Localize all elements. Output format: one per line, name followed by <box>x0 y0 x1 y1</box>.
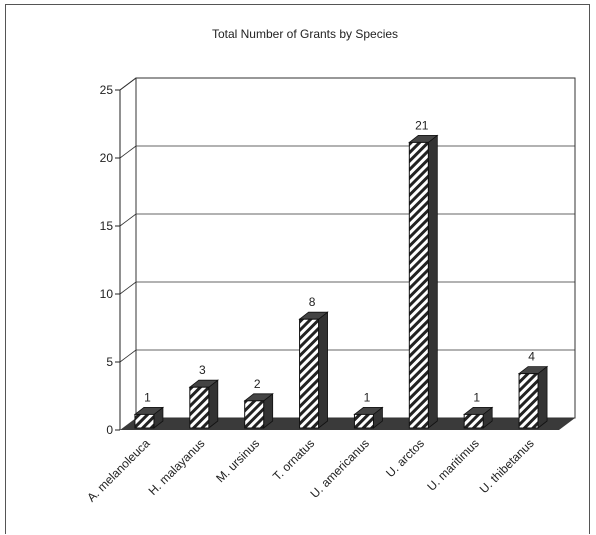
y-tick-label: 25 <box>100 83 114 97</box>
plot-area <box>119 77 576 430</box>
data-label: 3 <box>199 363 206 377</box>
data-label: 21 <box>415 118 429 132</box>
x-tick-label: T. ornatus <box>270 436 317 483</box>
data-label: 2 <box>254 377 261 391</box>
y-tick-label: 5 <box>106 355 113 369</box>
bar-side <box>537 365 548 429</box>
data-label: 1 <box>144 390 151 404</box>
y-tick-label: 15 <box>100 219 114 233</box>
bar-side <box>318 311 328 429</box>
bar: 3 <box>188 363 219 429</box>
bar-face <box>134 413 155 429</box>
bar: 1 <box>353 390 384 429</box>
gridline-depth <box>119 145 137 159</box>
y-tick-label: 10 <box>100 287 114 301</box>
chart-frame <box>5 4 590 534</box>
bar-side <box>427 134 438 429</box>
bar-face <box>518 373 539 429</box>
x-tick-label: U. thibetanus <box>477 436 537 496</box>
y-tick-label: 0 <box>106 423 113 437</box>
y-axis: 0 5 10 15 20 25 <box>100 83 121 437</box>
gridline-depth <box>119 281 137 295</box>
gridline-depth <box>119 213 137 227</box>
bars: 1 3 2 8 1 21 1 4 <box>133 118 549 429</box>
bar-face <box>244 400 265 429</box>
bar: 21 <box>408 118 439 429</box>
data-label: 1 <box>364 390 371 404</box>
bar-side <box>208 379 219 429</box>
bar-face <box>299 318 320 429</box>
bar-face <box>463 413 484 429</box>
data-label: 1 <box>473 390 480 404</box>
bar: 4 <box>517 350 549 429</box>
chart-title: Total Number of Grants by Species <box>212 27 398 41</box>
x-tick-label: H. malayanus <box>146 436 208 498</box>
y-tick-label: 20 <box>100 151 114 165</box>
bar: 1 <box>463 390 494 429</box>
bar-face <box>353 413 374 429</box>
bar-face <box>189 386 210 429</box>
bar: 2 <box>243 377 274 429</box>
bar: 8 <box>298 295 329 429</box>
bar-face <box>408 141 429 429</box>
data-label: 4 <box>528 350 535 364</box>
gridline-depth <box>119 349 137 363</box>
data-label: 8 <box>309 295 316 309</box>
x-tick-label: U. maritimus <box>424 436 482 494</box>
x-tick-label: U. arctos <box>383 436 427 480</box>
bar: 1 <box>133 390 165 429</box>
plot-floor <box>120 418 575 430</box>
gridline-depth <box>119 77 137 91</box>
x-tick-label: U. americanus <box>307 436 372 501</box>
x-tick-label: A. melanoleuca <box>84 436 153 505</box>
x-tick-label: M. ursinus <box>213 436 262 485</box>
